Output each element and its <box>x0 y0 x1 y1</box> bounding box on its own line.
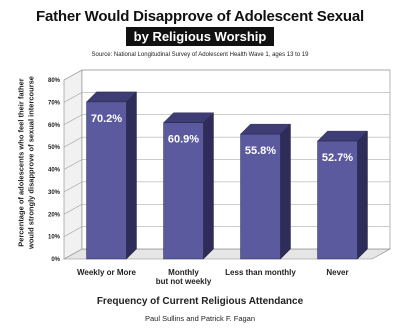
chart-source: Source: National Longitudinal Survey of … <box>91 52 309 58</box>
x-tick-label: Monthly but not weekly <box>156 268 212 286</box>
data-label: 55.8% <box>245 145 276 157</box>
bar <box>163 122 204 260</box>
x-axis-label: Frequency of Current Religious Attendanc… <box>96 296 304 307</box>
x-tick-label-line: but not weekly <box>156 277 212 286</box>
y-axis-label: Percentage of adolescents who feel their… <box>16 76 36 249</box>
bar <box>317 140 358 260</box>
bar <box>86 101 127 260</box>
y-tick-label: 70% <box>48 100 61 106</box>
x-tick-label: Weekly or More <box>77 268 137 277</box>
bar-side <box>203 112 214 260</box>
bar-side <box>126 91 137 260</box>
bar <box>240 133 281 260</box>
gridline <box>63 69 390 81</box>
x-tick-label-line: Weekly or More <box>77 268 137 277</box>
y-tick-label: 10% <box>48 235 61 241</box>
y-tick-label: 20% <box>48 212 61 218</box>
y-tick-label: 60% <box>48 123 61 129</box>
y-tick-label: 50% <box>48 145 61 151</box>
x-tick-label: Less than monthly <box>225 268 296 277</box>
y-tick-label: 40% <box>48 168 61 174</box>
x-tick-label-line: Monthly <box>168 268 199 277</box>
y-axis-label-wrap: Percentage of adolescents who feel their… <box>4 74 48 260</box>
data-label: 52.7% <box>322 152 353 164</box>
y-tick-label: 80% <box>48 78 61 84</box>
x-tick-label-line: Less than monthly <box>225 268 296 277</box>
gridline <box>63 114 390 126</box>
bar-side <box>280 123 291 260</box>
chart-subtitle: by Religious Worship <box>125 27 275 46</box>
data-label: 60.9% <box>168 134 199 146</box>
y-tick-label: 30% <box>48 190 61 196</box>
x-tick-label-line: Never <box>326 268 348 277</box>
chart-authors: Paul Sullins and Patrick F. Fagan <box>144 314 256 323</box>
chart-subtitle-wrap: by Religious Worship <box>0 27 400 46</box>
gridline <box>63 92 390 103</box>
x-tick-label: Never <box>326 268 348 277</box>
y-tick-label: 0% <box>51 257 60 263</box>
bar-side <box>357 130 368 260</box>
data-label: 70.2% <box>91 113 122 125</box>
